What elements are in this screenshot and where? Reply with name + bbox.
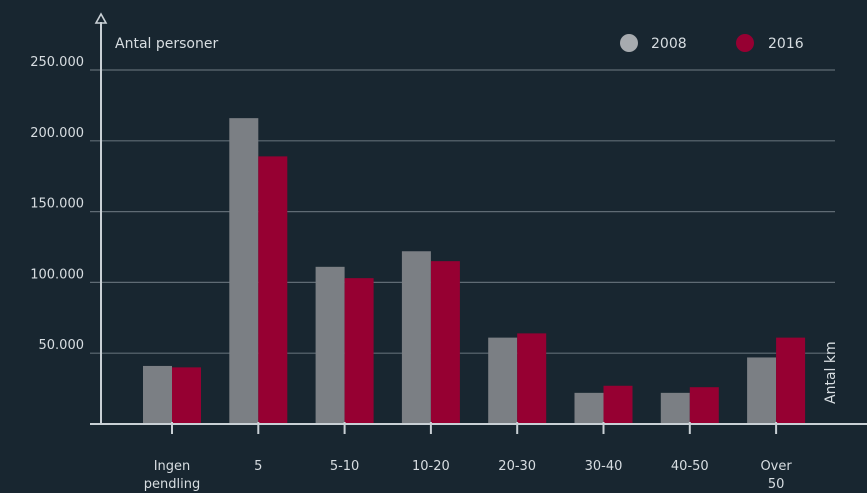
y-tick-labels: 50.000 100.000 150.000 200.000 250.000 — [30, 55, 84, 353]
x-tick-label: Over — [760, 459, 792, 474]
x-tick-label: pendling — [144, 477, 200, 492]
x-tick-label: 5 — [254, 459, 262, 474]
legend-item-2008: 2008 — [620, 34, 687, 52]
bar-2016 — [517, 333, 547, 424]
x-tick-label: 30-40 — [585, 459, 623, 474]
bar-2016 — [344, 278, 374, 424]
y-tick-label: 150.000 — [30, 197, 84, 212]
y-axis-arrow-icon — [94, 12, 108, 24]
bar-2008 — [229, 118, 259, 425]
bars — [143, 118, 806, 425]
x-tick-label: 50 — [768, 477, 785, 492]
y-tick-label: 200.000 — [30, 126, 84, 141]
gridlines — [90, 69, 835, 354]
x-axis-title: Antal km — [823, 341, 839, 404]
legend-swatch-2016 — [736, 34, 754, 52]
bar-2008 — [747, 357, 777, 424]
bar-2016 — [258, 156, 288, 424]
legend-swatch-2008 — [620, 34, 638, 52]
y-axis-title: Antal personer — [115, 36, 218, 52]
x-tick-labels: Ingen pendling 5 5-10 10-20 20-30 30-40 40-50 Ov… — [144, 459, 793, 492]
x-tick-label: 5-10 — [330, 459, 360, 474]
bar-2008 — [574, 392, 604, 424]
bar-2008 — [401, 251, 431, 424]
bar-2016 — [172, 367, 201, 424]
legend-label-2016: 2016 — [768, 36, 804, 52]
x-tick-label: 20-30 — [498, 459, 536, 474]
x-tick-label: 40-50 — [671, 459, 709, 474]
bar-2008 — [660, 392, 690, 424]
legend-label-2008: 2008 — [651, 36, 687, 52]
bar-2016 — [430, 261, 460, 424]
bar-2008 — [488, 337, 518, 424]
x-tick-label: 10-20 — [412, 459, 450, 474]
legend: 2008 2016 — [620, 34, 804, 52]
bar-2016 — [603, 385, 633, 424]
y-tick-label: 250.000 — [30, 55, 84, 70]
x-tick-marks — [171, 422, 778, 434]
y-tick-label: 100.000 — [30, 267, 84, 282]
legend-item-2016: 2016 — [736, 34, 804, 52]
bar-2016 — [776, 337, 806, 424]
y-tick-label: 50.000 — [39, 338, 85, 353]
bar-2008 — [143, 365, 172, 424]
bar-2008 — [315, 266, 345, 424]
bar-2016 — [689, 387, 719, 424]
x-tick-label: Ingen — [154, 459, 191, 474]
